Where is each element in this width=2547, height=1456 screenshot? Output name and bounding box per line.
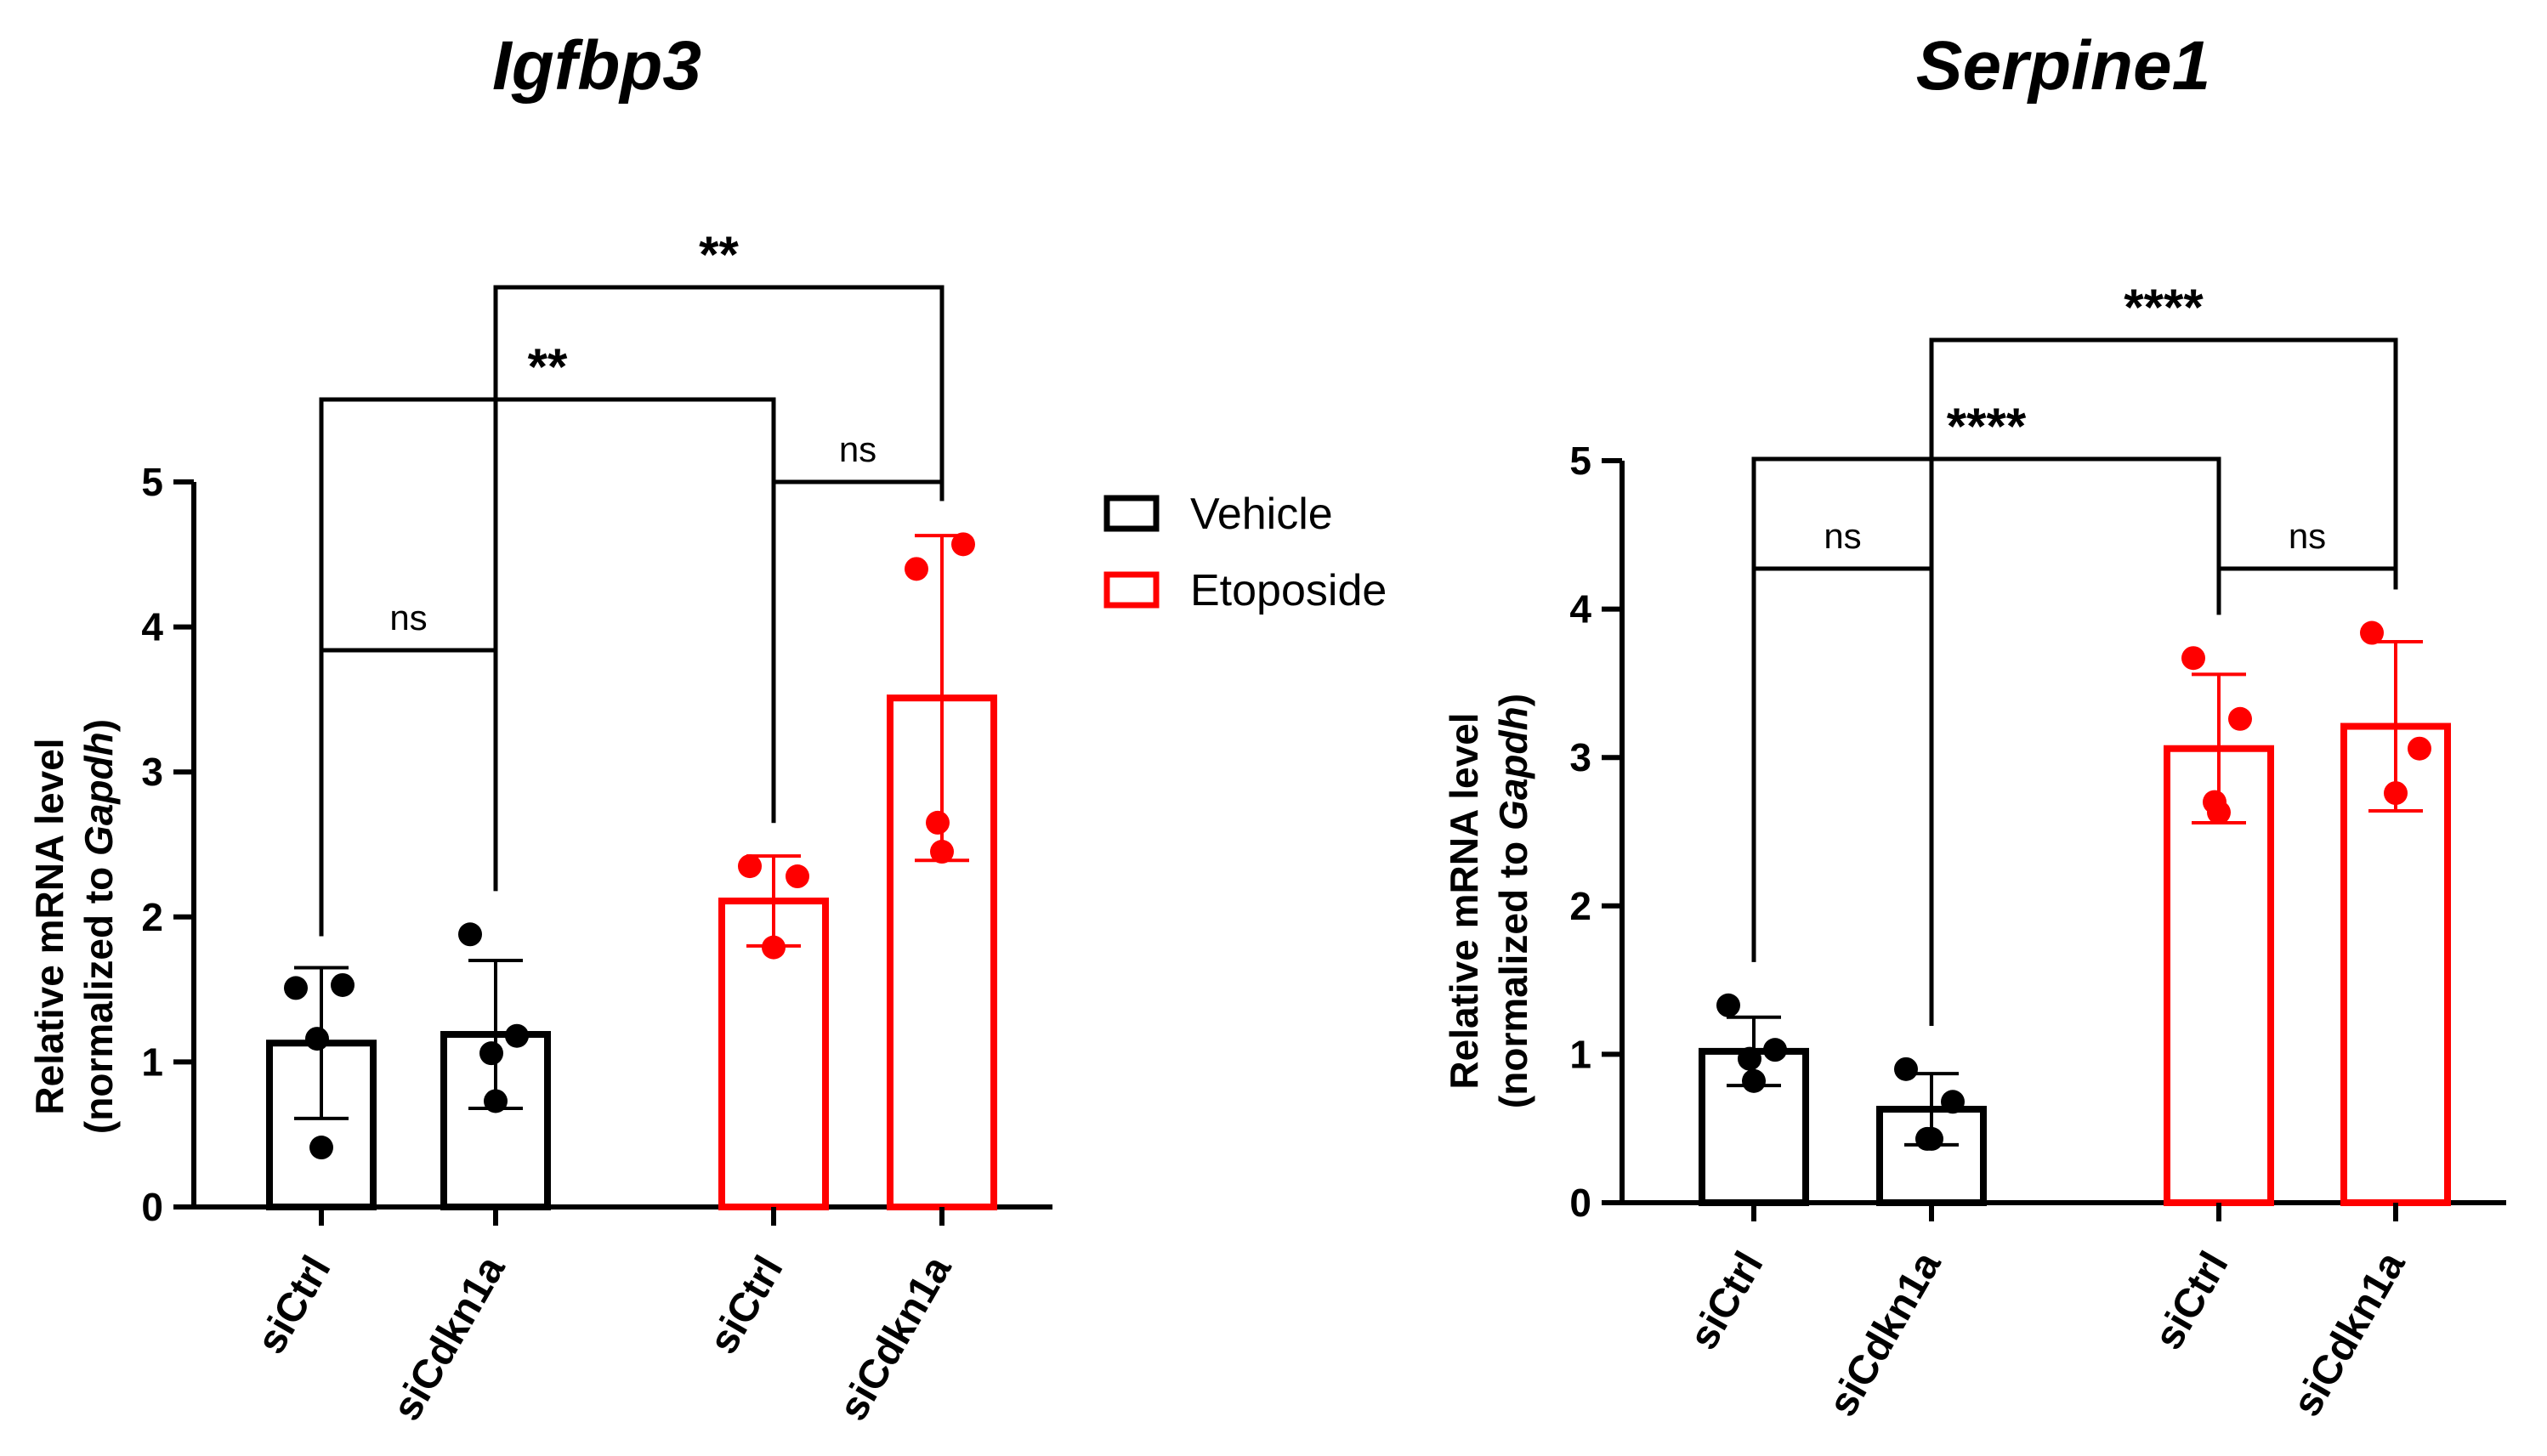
significance-bracket	[319, 648, 498, 937]
x-category-label: siCtrl	[1681, 1244, 1772, 1357]
y-tick-label: 0	[1569, 1181, 1591, 1225]
data-point	[1941, 1090, 1965, 1114]
data-point	[930, 840, 954, 864]
y-tick-label: 1	[141, 1040, 163, 1084]
chart-title-serpine1: Serpine1	[1916, 27, 2210, 105]
x-category-label: siCtrl	[248, 1249, 339, 1362]
significance-bracket	[2216, 566, 2398, 615]
data-point	[479, 1041, 503, 1066]
significance-bracket	[771, 479, 944, 824]
legend-label-vehicle: Vehicle	[1190, 490, 1333, 539]
significance-label: ns	[389, 598, 427, 637]
chart-title-igfbp3: Igfbp3	[492, 27, 701, 105]
y-axis-label-igfbp3-line1: Relative mRNA level	[27, 738, 71, 1114]
significance-label: ns	[2289, 516, 2326, 556]
data-point	[1716, 993, 1740, 1017]
significance-label: **	[699, 226, 739, 283]
legend-label-etoposide: Etoposide	[1190, 566, 1387, 615]
significance-label: **	[528, 338, 568, 395]
significance-bracket	[493, 285, 944, 892]
y-tick-label: 5	[141, 460, 163, 504]
significance-bracket	[1751, 566, 1934, 1026]
data-point	[505, 1023, 529, 1048]
y-tick-label: 2	[141, 895, 163, 939]
y-tick-label: 1	[1569, 1032, 1591, 1076]
y-tick-label: 4	[141, 605, 163, 649]
significance-bracket	[1751, 456, 2221, 962]
data-point	[2384, 781, 2408, 806]
data-point	[305, 1027, 329, 1051]
data-point	[1742, 1068, 1766, 1093]
significance-bracket	[319, 397, 776, 937]
significance-label: ns	[839, 429, 876, 469]
data-point	[331, 972, 355, 997]
data-point	[309, 1136, 333, 1160]
y-axis-label-igfbp3-line2: (normalized to Gapdh)	[77, 719, 121, 1134]
y-tick-label: 3	[141, 750, 163, 794]
significance-label: ****	[2124, 279, 2204, 336]
data-point	[1920, 1126, 1943, 1151]
data-point	[905, 557, 928, 581]
y-axis-label-serpine1-line1: Relative mRNA level	[1442, 712, 1486, 1089]
y-tick-label: 3	[1569, 735, 1591, 779]
legend-swatch-vehicle	[1103, 495, 1160, 532]
significance-label: ns	[1824, 516, 1861, 556]
data-point	[926, 810, 950, 835]
data-point	[1894, 1057, 1918, 1081]
data-point	[2408, 736, 2431, 761]
x-category-label: siCtrl	[2146, 1244, 2237, 1357]
data-point	[951, 532, 975, 557]
x-category-label: siCdkn1a	[1820, 1244, 1950, 1425]
legend: Vehicle Etoposide	[1103, 490, 1387, 615]
significance-label: ****	[1947, 398, 2027, 455]
data-point	[786, 864, 809, 889]
data-point	[284, 976, 308, 1000]
x-category-label: siCtrl	[701, 1249, 791, 1362]
data-point	[484, 1089, 508, 1113]
x-category-label: siCdkn1a	[384, 1249, 514, 1429]
plot-serpine1: 0 1 2 3 4 5 siCtrl siCdkn1a siCtrl siCdkn1a ns ns **…	[1569, 279, 2506, 1424]
data-point	[1763, 1038, 1787, 1062]
significance-bracket	[1929, 337, 2398, 1026]
y-tick-label: 2	[1569, 884, 1591, 928]
data-point	[1738, 1046, 1761, 1071]
data-point	[2181, 646, 2205, 671]
data-point	[458, 922, 482, 947]
plot-igfbp3: 0 1 2 3 4 5 siCtrl siCdkn1a siCtrl siCdkn1a ns ns **…	[141, 226, 1052, 1428]
data-point	[738, 854, 762, 879]
y-tick-label: 0	[141, 1185, 163, 1229]
data-point	[762, 935, 786, 960]
data-point	[2228, 706, 2252, 731]
data-point	[2207, 800, 2231, 824]
y-tick-label: 5	[1569, 439, 1591, 483]
data-point	[2360, 620, 2384, 645]
legend-swatch-etoposide	[1103, 571, 1160, 609]
y-tick-label: 4	[1569, 587, 1591, 632]
x-category-label: siCdkn1a	[2284, 1244, 2414, 1425]
x-category-label: siCdkn1a	[831, 1249, 961, 1429]
y-axis-label-serpine1-line2: (normalized to Gapdh)	[1491, 694, 1535, 1108]
